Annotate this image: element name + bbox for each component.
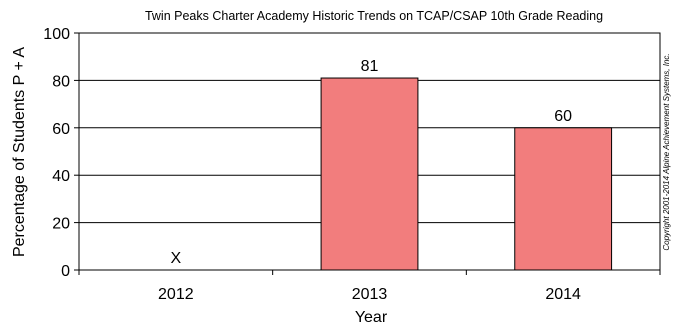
plot-frame bbox=[78, 32, 661, 271]
axes bbox=[74, 32, 661, 275]
y-tick-label: 60 bbox=[52, 121, 70, 138]
bars bbox=[320, 77, 613, 271]
x-tick-label: 2013 bbox=[352, 286, 388, 303]
data-label-2014: 60 bbox=[554, 108, 572, 125]
y-tick-label: 100 bbox=[43, 26, 70, 43]
copyright-text: Copyright 2001-2014 Alpine Achievement S… bbox=[662, 53, 671, 250]
y-axis-title: Percentage of Students P + A bbox=[11, 47, 28, 257]
data-label-2013: 81 bbox=[361, 58, 379, 75]
x-tick-label: 2014 bbox=[545, 286, 581, 303]
data-label-2012: X bbox=[170, 250, 181, 267]
y-tick-label: 0 bbox=[61, 263, 70, 280]
bar-2013 bbox=[320, 77, 419, 271]
labels: 0 20 40 60 80 100 X 2012 81 2013 60 2014 bbox=[43, 26, 581, 303]
chart-title: Twin Peaks Charter Academy Historic Tren… bbox=[145, 9, 603, 23]
y-tick-label: 40 bbox=[52, 168, 70, 185]
y-tick-label: 20 bbox=[52, 216, 70, 233]
bar-2014 bbox=[514, 127, 613, 271]
x-tick-label: 2012 bbox=[158, 286, 194, 303]
y-tick-label: 80 bbox=[52, 73, 70, 90]
x-axis-title: Year bbox=[355, 309, 388, 326]
